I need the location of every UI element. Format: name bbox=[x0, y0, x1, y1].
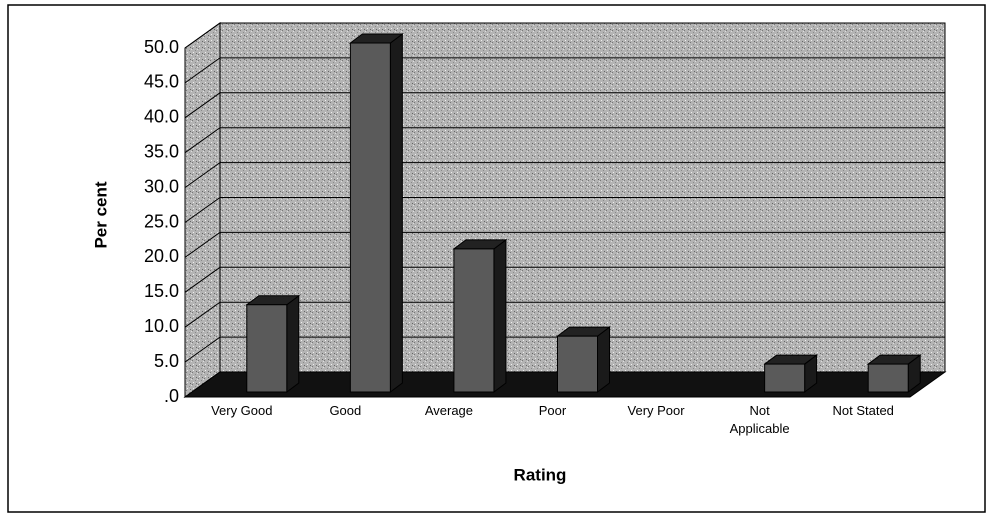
plot-area: .0 5.0 10.0 15.0 20.0 25.0 30.0 35.0 40.0 45.0 50.… bbox=[144, 22, 947, 406]
y-tick-label: 45.0 bbox=[144, 72, 179, 92]
y-tick-label: 25.0 bbox=[144, 211, 179, 231]
bar-side bbox=[286, 294, 300, 393]
bar-side bbox=[597, 326, 610, 393]
x-axis-label: Rating bbox=[514, 465, 567, 484]
grid-line bbox=[184, 301, 945, 328]
grid-line bbox=[184, 57, 945, 84]
x-tick-label: Very Poor bbox=[627, 403, 685, 418]
x-tick-label: Very Good bbox=[211, 403, 273, 418]
grid-line bbox=[184, 92, 945, 119]
grid-line bbox=[184, 127, 945, 154]
y-tick-label: 30.0 bbox=[144, 176, 179, 196]
bar bbox=[764, 363, 806, 393]
y-tick-label: 50.0 bbox=[144, 37, 179, 57]
y-tick-label: 5.0 bbox=[154, 351, 179, 371]
grid-line bbox=[184, 162, 945, 189]
frame bbox=[7, 4, 986, 513]
bar bbox=[867, 363, 909, 393]
bar bbox=[246, 304, 288, 393]
y-tick-label: 20.0 bbox=[144, 246, 179, 266]
grid-line bbox=[184, 266, 945, 293]
x-tick-label: Good bbox=[329, 403, 362, 418]
bar bbox=[557, 335, 598, 393]
x-tick-label: Not Stated bbox=[832, 403, 894, 418]
bar-side bbox=[493, 238, 507, 393]
x-tick-label: Not Applicable bbox=[729, 403, 790, 436]
x-tick-label: Average bbox=[424, 403, 474, 418]
y-tick-label: 15.0 bbox=[144, 281, 179, 301]
y-axis-label: Per cent bbox=[91, 181, 110, 248]
bar bbox=[453, 248, 495, 393]
grid-line bbox=[184, 336, 945, 363]
bar bbox=[349, 42, 391, 393]
y-tick-label: 40.0 bbox=[144, 107, 179, 127]
grid-line bbox=[184, 231, 945, 258]
x-tick-label: Poor bbox=[538, 403, 567, 418]
y-tick-label: 35.0 bbox=[144, 141, 179, 161]
grid-line bbox=[184, 22, 945, 49]
y-tick-label: .0 bbox=[164, 386, 179, 406]
y-tick-label: 10.0 bbox=[144, 316, 179, 336]
bar-side bbox=[389, 33, 403, 393]
grid-line bbox=[184, 197, 945, 223]
